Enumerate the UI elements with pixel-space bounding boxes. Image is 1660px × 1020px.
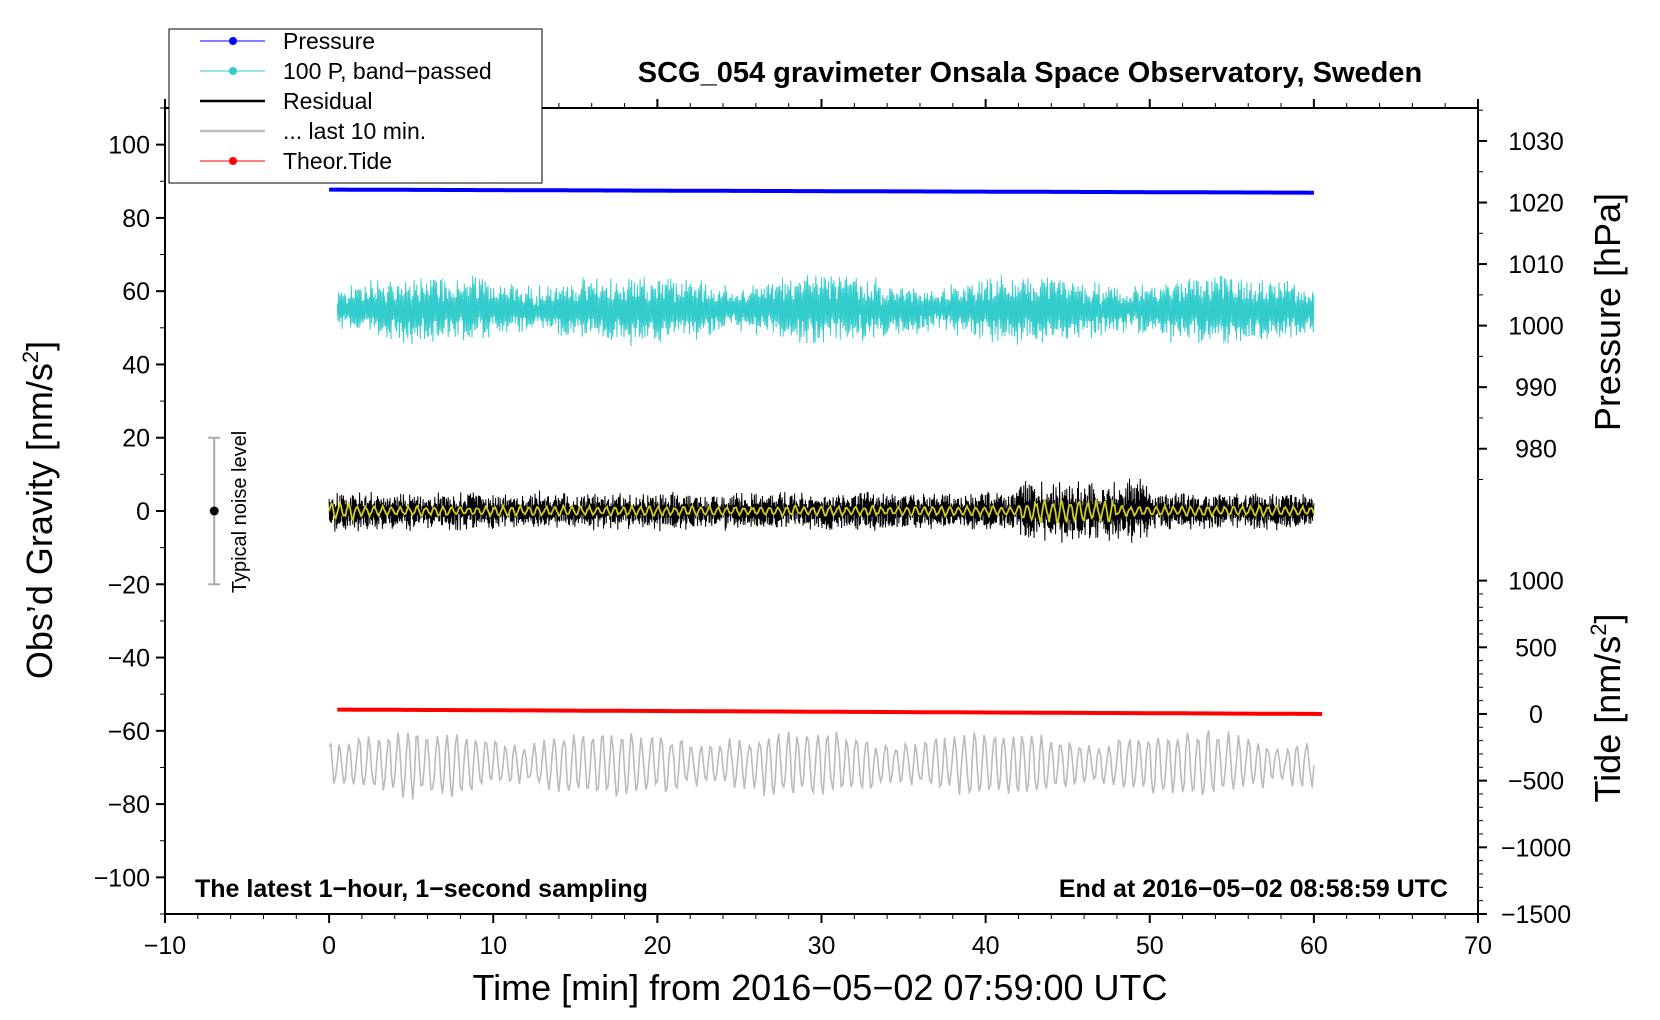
tide-axis-title-main: Tide [nm/s — [1587, 636, 1628, 803]
x-tick-label: −10 — [144, 932, 186, 960]
y-tick-label: 80 — [122, 205, 150, 233]
x-tick-label: 10 — [479, 932, 507, 960]
pressure-axis-title: Pressure [hPa] — [1587, 193, 1628, 431]
pressure-tick-label: 990 — [1515, 374, 1557, 402]
tide-tick-label: 0 — [1529, 701, 1543, 729]
tide-tick-label: 1000 — [1508, 568, 1564, 596]
pressure-tick-label: 1010 — [1508, 251, 1564, 279]
series-residual-smoothed — [328, 497, 1315, 525]
pressure-tick-label: 1000 — [1508, 313, 1564, 341]
annotation-left: The latest 1−hour, 1−second sampling — [195, 875, 648, 903]
annotation-right: End at 2016−05−02 08:58:59 UTC — [1059, 875, 1448, 903]
legend-label: Pressure — [283, 28, 375, 54]
noise-bar-group — [208, 436, 221, 586]
y-tick-label: −20 — [108, 571, 150, 599]
y-tick-label: −40 — [108, 645, 150, 673]
noise-bar-center-dot — [209, 506, 219, 516]
legend: Pressure 100 P, band−passed Residual ... la… — [168, 28, 543, 184]
legend-marker — [229, 37, 237, 45]
tide-tick-label: −1500 — [1501, 901, 1571, 929]
y-tick-label: 40 — [122, 351, 150, 379]
axis-ticks: −10 0 10 20 30 40 50 60 70100806040200−20−40−60−… — [94, 99, 1571, 960]
y-axis-title: Obs’d Gravity [nm/s2] — [18, 341, 60, 679]
series-last-10-min — [328, 730, 1315, 800]
tide-axis-title-sup: 2 — [1586, 624, 1611, 636]
x-axis-title: Time [min] from 2016−05−02 07:59:00 UTC — [472, 967, 1167, 1008]
legend-label: Residual — [283, 88, 373, 114]
y-tick-label: 100 — [108, 132, 150, 160]
data-series — [328, 187, 1323, 800]
y-axis-title-close: ] — [19, 341, 60, 351]
legend-box — [168, 28, 543, 184]
legend-marker — [229, 67, 237, 75]
y-tick-label: −100 — [94, 864, 150, 892]
y-tick-label: 60 — [122, 278, 150, 306]
legend-label: ... last 10 min. — [283, 118, 426, 144]
legend-entries: Pressure 100 P, band−passed Residual ... la… — [200, 28, 492, 174]
series-pressure — [329, 187, 1314, 195]
tide-tick-label: 500 — [1515, 634, 1557, 662]
x-tick-label: 70 — [1464, 932, 1492, 960]
noise-level-label: Typical noise level — [229, 431, 251, 593]
tide-axis-title: Tide [nm/s2] — [1586, 614, 1628, 803]
series-theoretical-tide — [337, 707, 1323, 716]
x-tick-label: 0 — [322, 932, 336, 960]
tide-axis-title-close: ] — [1587, 614, 1628, 624]
series-band-passed-pressure — [336, 275, 1315, 347]
y-tick-label: −60 — [108, 718, 150, 746]
legend-marker — [229, 157, 237, 165]
x-tick-label: 20 — [643, 932, 671, 960]
x-tick-label: 60 — [1300, 932, 1328, 960]
y-axis-title-main: Obs’d Gravity [nm/s — [19, 363, 60, 679]
y-tick-label: 20 — [122, 425, 150, 453]
x-tick-label: 50 — [1136, 932, 1164, 960]
chart-title: SCG_054 gravimeter Onsala Space Observat… — [638, 57, 1422, 89]
x-tick-label: 40 — [972, 932, 1000, 960]
legend-label: Theor.Tide — [283, 148, 392, 174]
y-tick-label: 0 — [136, 498, 150, 526]
pressure-tick-label: 1020 — [1508, 190, 1564, 218]
y-tick-label: −80 — [108, 791, 150, 819]
pressure-tick-label: 980 — [1515, 436, 1557, 464]
tide-tick-label: −500 — [1508, 768, 1564, 796]
x-tick-label: 30 — [808, 932, 836, 960]
legend-label: 100 P, band−passed — [283, 58, 492, 84]
tide-tick-label: −1000 — [1501, 834, 1571, 862]
pressure-tick-label: 1030 — [1508, 128, 1564, 156]
y-axis-title-sup: 2 — [18, 351, 43, 363]
